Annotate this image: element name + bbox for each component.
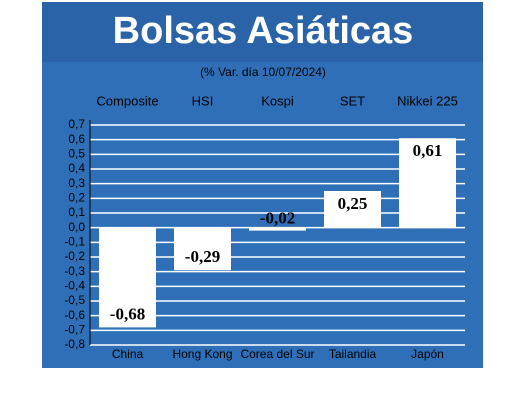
y-tick-label: -0,3 [64,264,85,278]
y-tick-label: -0,4 [64,279,85,293]
title-band [42,2,483,62]
bar [249,227,306,231]
x-tick-label: Tailandia [329,347,377,361]
bar [99,227,156,328]
bar [324,191,381,228]
index-label: Composite [96,93,158,108]
index-label: Kospi [261,93,294,108]
index-label: HSI [192,93,214,108]
y-tick-label: -0,6 [64,308,85,322]
value-label: 0,25 [338,194,368,213]
y-tick-label: -0,1 [64,235,85,249]
y-tick-label: 0,4 [68,161,85,175]
index-label: Nikkei 225 [397,93,458,108]
chart-title: Bolsas Asiáticas [113,10,414,52]
y-tick-label: 0,7 [68,117,85,131]
y-tick-label: -0,5 [64,293,85,307]
bar [399,138,456,228]
y-tick-label: 0,2 [68,191,85,205]
value-label: -0,29 [185,247,220,266]
value-label: -0,02 [260,209,295,228]
x-tick-label: Corea del Sur [240,347,314,361]
x-tick-label: Hong Kong [172,347,232,361]
index-label: SET [340,93,365,108]
x-tick-label: China [112,347,144,361]
y-tick-label: -0,7 [64,323,85,337]
value-label: -0,68 [110,304,145,323]
x-tick-label: Japón [411,347,444,361]
chart-subtitle: (% Var. día 10/07/2024) [200,65,326,79]
y-tick-label: 0,0 [68,220,85,234]
y-tick-label: 0,3 [68,176,85,190]
y-tick-label: 0,5 [68,147,85,161]
y-tick-label: -0,8 [64,337,85,351]
y-tick-label: 0,1 [68,205,85,219]
y-tick-label: 0,6 [68,132,85,146]
y-tick-label: -0,2 [64,249,85,263]
value-label: 0,61 [413,141,443,160]
bar [174,227,231,271]
